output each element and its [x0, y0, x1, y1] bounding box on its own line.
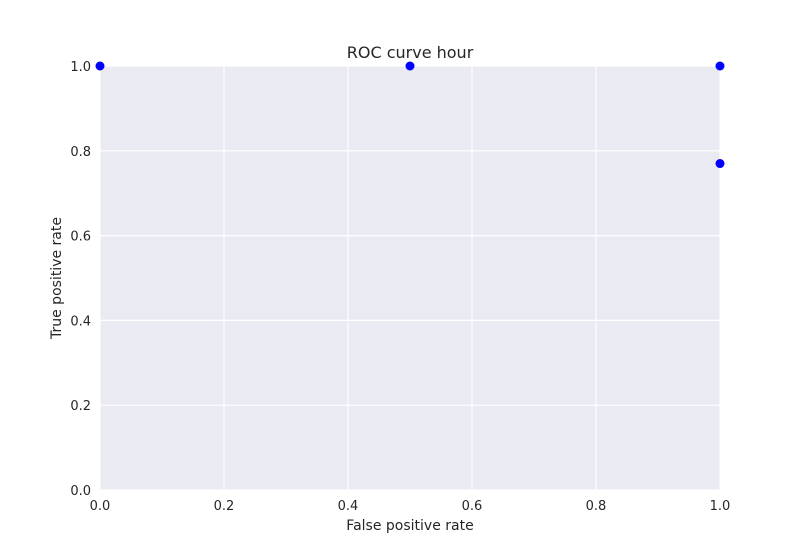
x-tick-labels: 0.0 0.2 0.4 0.6 0.8 1.0 — [90, 499, 731, 514]
x-tick-label: 1.0 — [710, 499, 731, 514]
x-tick-label: 0.6 — [462, 499, 483, 514]
y-axis-label: True positive rate — [49, 217, 65, 340]
y-tick-label: 0.0 — [70, 484, 91, 499]
y-tick-label: 0.2 — [70, 399, 91, 414]
x-tick-label: 0.8 — [586, 499, 607, 514]
plot-area — [100, 66, 720, 490]
data-point — [405, 61, 415, 71]
x-axis-label: False positive rate — [346, 518, 473, 534]
y-tick-label: 0.4 — [70, 314, 91, 329]
x-tick-label: 0.2 — [214, 499, 235, 514]
grid-lines — [99, 65, 721, 491]
x-tick-label: 0.0 — [90, 499, 111, 514]
chart-title: ROC curve hour — [347, 43, 474, 62]
y-tick-labels: 0.0 0.2 0.4 0.6 0.8 1.0 — [70, 60, 91, 499]
data-point — [715, 61, 725, 71]
x-tick-label: 0.4 — [338, 499, 359, 514]
data-points — [95, 61, 725, 169]
y-tick-label: 0.8 — [70, 145, 91, 160]
data-point — [95, 61, 105, 71]
y-tick-label: 0.6 — [70, 230, 91, 245]
y-tick-label: 1.0 — [70, 60, 91, 75]
data-point — [715, 159, 725, 169]
